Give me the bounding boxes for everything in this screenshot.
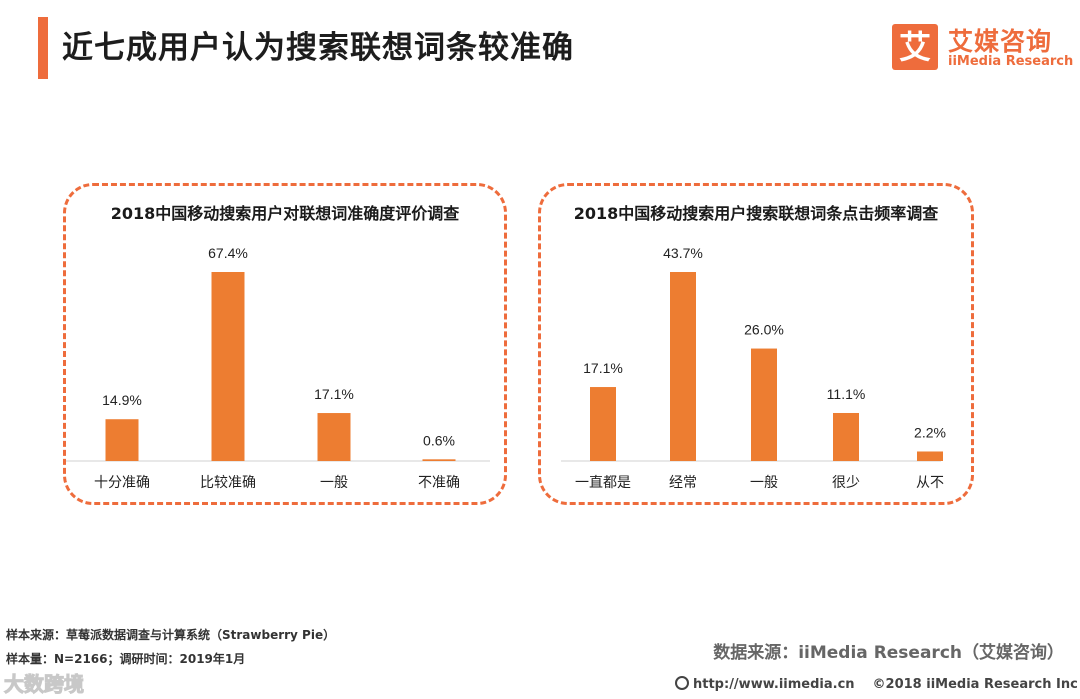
globe-icon — [675, 676, 689, 690]
page-title: 近七成用户认为搜索联想词条较准确 — [62, 30, 574, 66]
accuracy-chart-panel: 2018中国移动搜索用户对联想词准确度评价调查 14.9% 十分准确 67.4% 比较… — [63, 183, 507, 505]
bar-3 — [751, 348, 777, 461]
category-label-4: 很少 — [832, 475, 860, 491]
data-label-4: 0.6% — [423, 432, 455, 448]
bar-1 — [105, 419, 139, 461]
click-frequency-bar-chart: 17.1% 一直都是 43.7% 经常 26.0% 一般 11.1% 很少 2.2% 从不 — [561, 245, 946, 491]
category-label-1: 十分准确 — [94, 475, 150, 491]
bar-5 — [917, 451, 943, 461]
accuracy-bar-chart: 14.9% 十分准确 67.4% 比较准确 17.1% 一般 0.6% 不准确 — [66, 245, 490, 491]
category-label-3: 一般 — [320, 475, 348, 491]
data-label-1: 17.1% — [583, 360, 623, 376]
accuracy-chart-title: 2018中国移动搜索用户对联想词准确度评价调查 — [110, 204, 460, 223]
bar-2 — [211, 272, 245, 461]
click-frequency-chart-panel: 2018中国移动搜索用户搜索联想词条点击频率调查 17.1% 一直都是 43.7% 经… — [538, 183, 974, 505]
footer-url[interactable]: http://www.iimedia.cn — [693, 677, 855, 692]
data-label-2: 67.4% — [208, 245, 248, 261]
logo-mark-icon: 艾 — [892, 24, 938, 70]
bar-4 — [422, 459, 456, 461]
bar-2 — [670, 272, 696, 461]
sample-size-note: 样本量：N=2166；调研时间：2019年1月 — [6, 652, 246, 666]
category-label-5: 从不 — [916, 475, 944, 491]
category-label-3: 一般 — [750, 475, 778, 491]
data-label-5: 2.2% — [914, 424, 946, 440]
footer-copyright: ©2018 iiMedia Research Inc — [872, 677, 1078, 692]
data-label-3: 26.0% — [744, 322, 784, 338]
data-label-3: 17.1% — [314, 386, 354, 402]
footer: http://www.iimedia.cn ©2018 iiMedia Resea… — [675, 676, 1078, 692]
bar-4 — [833, 412, 859, 461]
logo-text-cn: 艾媒咨询 — [948, 27, 1053, 56]
category-label-2: 比较准确 — [200, 475, 256, 491]
category-label-4: 不准确 — [418, 475, 460, 491]
data-source-note: 数据来源：iiMedia Research（艾媒咨询） — [713, 643, 1064, 663]
bar-3 — [317, 413, 351, 461]
sample-source-note: 样本来源：草莓派数据调查与计算系统（Strawberry Pie） — [6, 628, 336, 642]
watermark: 大数跨境 — [4, 672, 85, 697]
iimedia-logo: 艾 艾媒咨询 iiMedia Research — [892, 22, 1073, 72]
data-label-4: 11.1% — [827, 386, 866, 402]
data-label-1: 14.9% — [102, 392, 142, 408]
category-label-1: 一直都是 — [575, 474, 631, 491]
title-accent-bar — [38, 17, 48, 79]
category-label-2: 经常 — [669, 475, 697, 491]
data-label-2: 43.7% — [663, 245, 703, 261]
logo-text-en: iiMedia Research — [948, 54, 1074, 69]
bar-1 — [590, 387, 616, 461]
click-frequency-chart-title: 2018中国移动搜索用户搜索联想词条点击频率调查 — [573, 204, 939, 223]
